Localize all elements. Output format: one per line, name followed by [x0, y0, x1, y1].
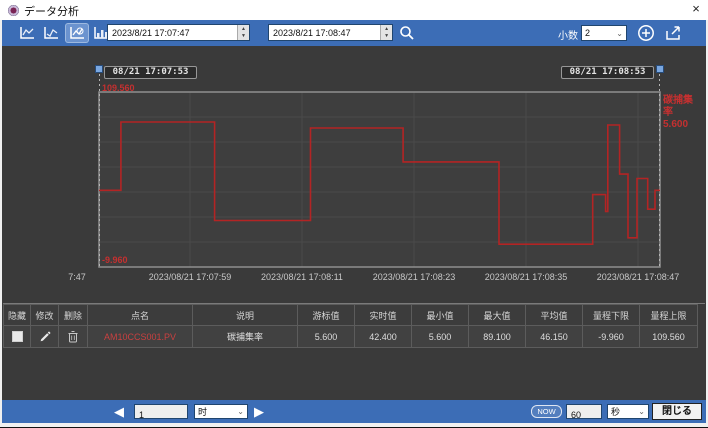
window-close-button[interactable]: ×: [692, 1, 700, 16]
toolbar: ▲▼ ▲▼ 小数 2 ⌄: [2, 20, 706, 46]
table-row: AM10CCS001.PV 碳捕集率 5.600 42.400 5.600 89…: [3, 326, 705, 348]
end-time-spinner[interactable]: ▲ ▼: [380, 25, 392, 40]
trend-chart-icon-4[interactable]: [90, 24, 112, 42]
interval-unit-value: 秒: [611, 407, 621, 417]
range-lower-label: -9.960: [102, 255, 128, 265]
col-header-min: 最小值: [412, 304, 469, 326]
page-unit-select[interactable]: 时 ⌄: [194, 404, 248, 419]
decimal-value: 2: [585, 28, 591, 38]
cell-avg: 46.150: [526, 326, 583, 348]
current-point-value: 5.600: [663, 119, 689, 130]
x-axis-tick: 2023/08/21 17:08:11: [261, 272, 343, 282]
hide-checkbox[interactable]: [11, 331, 23, 342]
col-header-point: 点名: [88, 304, 193, 326]
right-cursor-label[interactable]: 08/21 17:08:53: [561, 66, 654, 79]
page-unit-value: 时: [198, 407, 208, 417]
chevron-down-icon: ⌄: [638, 407, 645, 416]
trend-chart-icon-2[interactable]: [40, 24, 62, 42]
range-upper-label: 109.560: [102, 83, 135, 93]
current-point-readout: 碳捕集率 5.600: [663, 95, 699, 131]
trend-line: [99, 121, 660, 245]
window-frame-left: [0, 20, 2, 428]
cell-cursor-value: 5.600: [298, 326, 355, 348]
delete-trash-icon[interactable]: [67, 330, 79, 343]
left-cursor-label[interactable]: 08/21 17:07:53: [104, 66, 197, 79]
x-axis-tick: 2023/08/21 17:08:47: [596, 272, 680, 282]
x-axis-tick: 2023/08/21 17:07:59: [148, 272, 232, 282]
col-header-desc: 说明: [193, 304, 298, 326]
prev-arrow-button[interactable]: ◀: [114, 404, 124, 419]
x-axis-tick: 7:47: [68, 272, 86, 282]
trend-chart-icon-3[interactable]: [66, 24, 88, 42]
col-header-range-low: 量程下限: [583, 304, 640, 326]
right-cursor-handle[interactable]: [656, 65, 664, 73]
cell-range-low: -9.960: [583, 326, 640, 348]
page-field: [134, 404, 188, 422]
interval-input[interactable]: [567, 408, 601, 422]
col-header-realtime-value: 实时值: [355, 304, 412, 326]
window-frame-right: [706, 20, 708, 428]
x-axis-tick: 2023/08/21 17:08:23: [372, 272, 456, 282]
plot-border: [98, 91, 661, 268]
next-arrow-button[interactable]: ▶: [254, 404, 264, 419]
now-button[interactable]: NOW: [531, 405, 562, 418]
current-point-name: 碳捕集率: [663, 95, 693, 118]
add-icon[interactable]: [636, 24, 656, 42]
points-table: 隐藏 修改 删除 点名 说明 游标值 实时值 最小值 最大值 平均值 量程下限 …: [3, 303, 705, 348]
end-time-field: ▲▼: [268, 24, 393, 41]
left-cursor-handle[interactable]: [95, 65, 103, 73]
col-header-avg: 平均值: [526, 304, 583, 326]
decimal-label: 小数: [558, 31, 578, 42]
cell-max: 89.100: [469, 326, 526, 348]
end-time-input[interactable]: [269, 25, 381, 40]
export-icon[interactable]: [662, 24, 684, 42]
cell-desc: 碳捕集率: [193, 326, 298, 348]
trend-chart-icon-1[interactable]: [16, 24, 38, 42]
col-header-hide: 隐藏: [3, 304, 31, 326]
col-header-cursor-value: 游标值: [298, 304, 355, 326]
app-icon: [8, 5, 19, 16]
decimal-select[interactable]: 2 ⌄: [581, 25, 627, 41]
edit-pencil-icon[interactable]: [39, 330, 51, 343]
close-dialog-button[interactable]: 閉じる: [652, 403, 702, 420]
cell-point-name[interactable]: AM10CCS001.PV: [88, 326, 193, 348]
title-bar: データ分析 ×: [0, 0, 708, 20]
cell-realtime-value: 42.400: [355, 326, 412, 348]
chevron-down-icon: ⌄: [616, 28, 623, 38]
start-time-field: ▲▼: [107, 24, 250, 41]
chevron-down-icon: ⌄: [237, 407, 244, 416]
start-time-input[interactable]: [108, 25, 238, 40]
cell-min: 5.600: [412, 326, 469, 348]
window-title: データ分析: [24, 6, 79, 18]
cell-range-high: 109.560: [640, 326, 698, 348]
start-time-spinner[interactable]: ▲ ▼: [237, 25, 249, 40]
col-header-edit: 修改: [31, 304, 59, 326]
zoom-search-icon[interactable]: [398, 24, 416, 42]
x-axis-tick: 2023/08/21 17:08:35: [484, 272, 568, 282]
col-header-delete: 删除: [59, 304, 88, 326]
bottom-bar: ◀ 时 ⌄ ▶ NOW 秒 ⌄ 閉じる: [2, 400, 706, 423]
page-input[interactable]: [135, 408, 187, 422]
table-header-row: 隐藏 修改 删除 点名 说明 游标值 实时值 最小值 最大值 平均值 量程下限 …: [3, 304, 705, 326]
col-header-max: 最大值: [469, 304, 526, 326]
col-header-range-high: 量程上限: [640, 304, 698, 326]
interval-unit-select[interactable]: 秒 ⌄: [607, 404, 649, 419]
window-frame-bottom: [0, 423, 708, 428]
interval-field: [566, 404, 602, 422]
